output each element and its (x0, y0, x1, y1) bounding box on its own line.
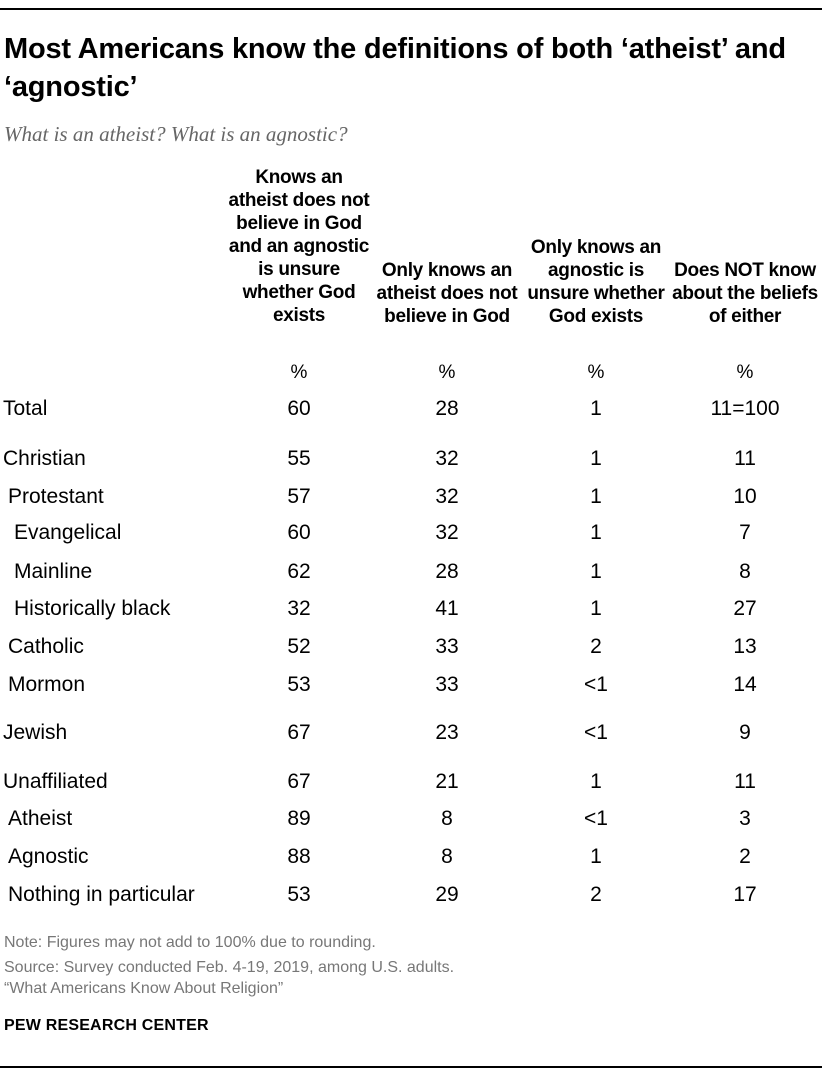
table-cell: 1 (590, 770, 602, 793)
table-cell: <1 (584, 721, 608, 744)
table-cell: 1 (590, 521, 602, 544)
table-cell: 32 (287, 597, 311, 620)
table-cell: 33 (435, 673, 459, 696)
chart-subtitle: What is an atheist? What is an agnostic? (4, 122, 348, 146)
table-cell: 21 (435, 770, 459, 793)
unit-label: % (587, 362, 605, 383)
note-source: Source: Survey conducted Feb. 4-19, 2019… (4, 959, 455, 976)
table-row: Evangelical 60 32 1 7 (0, 518, 836, 548)
row-label: Mainline (14, 560, 93, 583)
table-row: Unaffiliated 67 21 1 11 (0, 767, 836, 797)
table-cell: 88 (287, 845, 311, 868)
table-cell: 29 (435, 883, 459, 906)
table-cell: 17 (733, 883, 757, 906)
table-cell: 11=100 (710, 397, 780, 420)
table-row: Mainline 62 28 1 8 (0, 557, 836, 587)
table-cell: 62 (287, 560, 311, 583)
table-row: Jewish 67 23 <1 9 (0, 718, 836, 748)
row-label: Jewish (3, 721, 68, 744)
table-cell: 8 (739, 560, 751, 583)
table-cell: <1 (584, 807, 608, 830)
table-row: Historically black 32 41 1 27 (0, 594, 836, 624)
table-cell: 52 (287, 635, 311, 658)
table-cell: 33 (435, 635, 459, 658)
table-cell: <1 (584, 673, 608, 696)
note-rounding: Note: Figures may not add to 100% due to… (4, 934, 376, 951)
table-row: Catholic 52 33 2 13 (0, 632, 836, 662)
table-cell: 53 (287, 883, 311, 906)
unit-label: % (438, 362, 456, 383)
table-cell: 23 (435, 721, 459, 744)
row-label: Atheist (8, 807, 73, 830)
table-cell: 28 (435, 397, 459, 420)
table-cell: 1 (590, 597, 602, 620)
table-cell: 60 (287, 397, 311, 420)
column-header-knows-both: Knows an atheist does not believe in God… (228, 167, 370, 326)
column-header-only-agnostic: Only knows an agnostic is unsure whether… (527, 237, 665, 327)
unit-label: % (290, 362, 308, 383)
table-cell: 67 (287, 770, 311, 793)
column-header-only-atheist: Only knows an atheist does not believe i… (376, 260, 518, 327)
table-cell: 57 (287, 485, 311, 508)
row-label: Protestant (8, 485, 104, 508)
row-label: Catholic (8, 635, 84, 658)
chart-title: Most Americans know the definitions of b… (4, 33, 786, 103)
table-cell: 7 (739, 521, 751, 544)
table-row: Nothing in particular 53 29 2 17 (0, 880, 836, 910)
table-cell: 1 (590, 845, 602, 868)
column-header-knows-neither: Does NOT know about the beliefs of eithe… (672, 260, 818, 327)
table-cell: 32 (435, 485, 459, 508)
unit-label: % (736, 362, 754, 383)
table-cell: 28 (435, 560, 459, 583)
table-cell: 11 (734, 770, 756, 793)
row-label: Christian (3, 447, 86, 470)
table-cell: 8 (441, 807, 453, 830)
row-label: Agnostic (8, 845, 89, 868)
table-cell: 2 (590, 883, 602, 906)
table-cell: 1 (590, 447, 602, 470)
table-cell: 2 (590, 635, 602, 658)
table-cell: 8 (441, 845, 453, 868)
note-report-title: “What Americans Know About Religion” (4, 980, 284, 997)
table-cell: 32 (435, 521, 459, 544)
table-cell: 1 (590, 397, 602, 420)
row-label: Unaffiliated (3, 770, 108, 793)
row-label: Nothing in particular (8, 883, 195, 906)
table-cell: 32 (435, 447, 459, 470)
table-cell: 10 (733, 485, 757, 508)
table-cell: 60 (287, 521, 311, 544)
table-row: Atheist 89 8 <1 3 (0, 804, 836, 834)
table-cell: 2 (739, 845, 751, 868)
table-cell: 55 (287, 447, 311, 470)
table-row: Total 60 28 1 11=100 (0, 394, 836, 424)
table-cell: 53 (287, 673, 311, 696)
row-label: Mormon (8, 673, 86, 696)
table-cell: 89 (287, 807, 311, 830)
table-cell: 1 (590, 485, 602, 508)
row-label: Total (3, 397, 48, 420)
table-cell: 41 (435, 597, 459, 620)
table-cell: 13 (733, 635, 757, 658)
bottom-rule (0, 1066, 822, 1068)
row-label: Evangelical (14, 521, 122, 544)
table-cell: 11 (734, 447, 756, 470)
table-cell: 27 (733, 597, 757, 620)
row-label: Historically black (14, 597, 171, 620)
table-cell: 67 (287, 721, 311, 744)
brand-logo-text: PEW RESEARCH CENTER (4, 1017, 209, 1034)
table-row: Mormon 53 33 <1 14 (0, 670, 836, 700)
table-cell: 9 (739, 721, 751, 744)
table-row: Agnostic 88 8 1 2 (0, 842, 836, 872)
table-cell: 3 (739, 807, 751, 830)
top-rule (0, 8, 822, 10)
table-row: Protestant 57 32 1 10 (0, 482, 836, 512)
table-cell: 1 (590, 560, 602, 583)
table-cell: 14 (733, 673, 757, 696)
table-row: Christian 55 32 1 11 (0, 444, 836, 474)
